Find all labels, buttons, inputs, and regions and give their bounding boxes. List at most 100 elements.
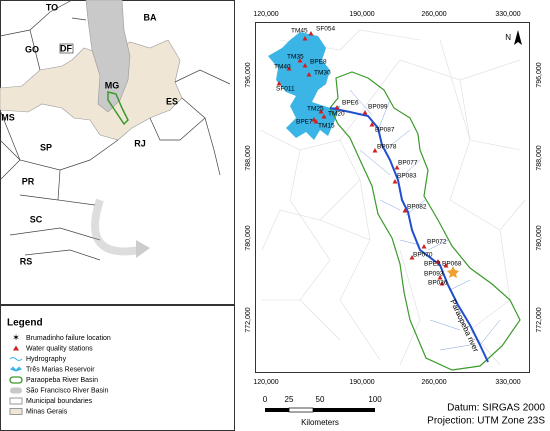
datum: Datum: SIRGAS 2000 — [447, 403, 545, 414]
station-marker — [394, 165, 400, 170]
station-marker — [321, 114, 327, 119]
station-marker — [409, 255, 415, 260]
station-marker — [313, 119, 319, 124]
station-label: BPE6 — [342, 100, 359, 107]
station-marker — [297, 58, 303, 63]
x-label-top: 190,000 — [349, 11, 374, 18]
station-label: BPE2 — [424, 261, 441, 268]
legend-symbol — [9, 397, 23, 405]
x-label-bottom: 260,000 — [421, 379, 446, 386]
x-label-bottom: 330,000 — [495, 379, 520, 386]
legend-label: Hydrography — [26, 356, 67, 363]
hydrography — [349, 89, 501, 351]
y-label-right: 772,000 — [536, 307, 543, 332]
scale-unit: Kilometers — [301, 418, 339, 427]
station-label: BP068 — [442, 261, 462, 268]
y-label-left: 796,000 — [245, 62, 252, 87]
state-label: GO — [25, 44, 39, 54]
x-label-top: 330,000 — [495, 11, 520, 18]
y-label-right: 796,000 — [536, 62, 543, 87]
station-label: TM30 — [314, 70, 331, 77]
scale-segment — [288, 407, 314, 413]
station-label: TM40 — [274, 64, 291, 71]
station-label: BP078 — [377, 144, 397, 151]
municipal-boundaries — [259, 29, 526, 366]
x-label-top: 120,000 — [253, 11, 278, 18]
station-marker — [435, 259, 441, 264]
north-arrow: N — [505, 30, 522, 45]
paraopeba-river — [329, 107, 489, 363]
scale-segment — [265, 408, 289, 412]
station-label: BP093 — [424, 271, 444, 278]
state-label: ES — [166, 96, 178, 106]
station-label: BP072 — [427, 239, 447, 246]
station-marker — [439, 281, 445, 286]
north-label: N — [505, 33, 511, 42]
station-marker — [308, 31, 314, 36]
y-label-left: 772,000 — [245, 307, 252, 332]
zoom-arrow — [91, 198, 141, 256]
y-label-right: 788,000 — [536, 145, 543, 170]
x-label-bottom: 120,000 — [253, 379, 278, 386]
station-label: TM25 — [307, 106, 324, 113]
station-label: BP087 — [375, 127, 395, 134]
scale-tick: 25 — [285, 395, 294, 404]
station-label: TM20 — [328, 111, 345, 118]
state-label: RS — [20, 256, 33, 266]
legend-symbol: ✶ — [12, 332, 20, 342]
state-borders — [0, 0, 231, 261]
station-marker — [302, 36, 308, 41]
station-label: BP070 — [413, 252, 433, 259]
state-label: SP — [40, 142, 52, 152]
y-label-left: 788,000 — [245, 145, 252, 170]
state-label: DF — [60, 43, 72, 53]
station-label: BP077 — [398, 160, 418, 167]
scale-tick: 0 — [263, 395, 268, 404]
legend-label: São Francisco River Basin — [26, 387, 109, 394]
legend-symbol — [9, 408, 23, 415]
state-label: PR — [22, 176, 35, 186]
station-marker — [369, 122, 375, 127]
station-label: SF011 — [276, 86, 295, 93]
x-label-top: 260,000 — [421, 11, 446, 18]
station-label: BP036 — [428, 280, 448, 287]
station-marker — [437, 275, 443, 280]
legend-symbol — [9, 376, 23, 384]
legend-label: Municipal boundaries — [26, 398, 93, 405]
zoom-arrow-head — [136, 240, 150, 258]
station-marker — [306, 72, 312, 77]
projection: Projection: UTM Zone 23S — [427, 416, 545, 427]
y-label-right: 780,000 — [536, 225, 543, 250]
y-label-left: 780,000 — [245, 225, 252, 250]
scale-tick: 100 — [368, 395, 382, 404]
legend-label: Minas Gerais — [26, 408, 68, 415]
state-label: SC — [30, 214, 43, 224]
station-marker — [392, 179, 398, 184]
station-marker — [421, 244, 427, 249]
station-label: TM15 — [318, 123, 335, 130]
legend-symbol — [13, 345, 19, 351]
station-label: BP083 — [397, 173, 417, 180]
legend-title: Legend — [7, 318, 43, 329]
paraopeba-inset — [107, 91, 129, 126]
brumadinho-marker — [447, 266, 459, 278]
station-marker — [372, 148, 378, 153]
station-marker — [362, 110, 368, 115]
station-label: BPE8 — [310, 59, 327, 66]
legend-symbol — [9, 357, 23, 361]
state-label: MS — [1, 112, 15, 122]
station-label: BP082 — [407, 204, 427, 211]
paraopeba-basin — [329, 71, 521, 371]
station-label: TM35 — [287, 54, 304, 61]
station-marker — [286, 66, 292, 71]
station-label: BPE7 — [296, 119, 313, 126]
legend-frame — [0, 305, 235, 431]
legend-symbol — [10, 387, 22, 394]
station-marker — [302, 63, 308, 68]
legend-label: Três Marias Reservoir — [26, 366, 95, 373]
station-marker — [443, 263, 449, 268]
legend-label: Water quality stations — [26, 345, 93, 352]
station-marker — [402, 208, 408, 213]
state-label: RJ — [134, 138, 146, 148]
station-label: SF054 — [316, 26, 336, 33]
